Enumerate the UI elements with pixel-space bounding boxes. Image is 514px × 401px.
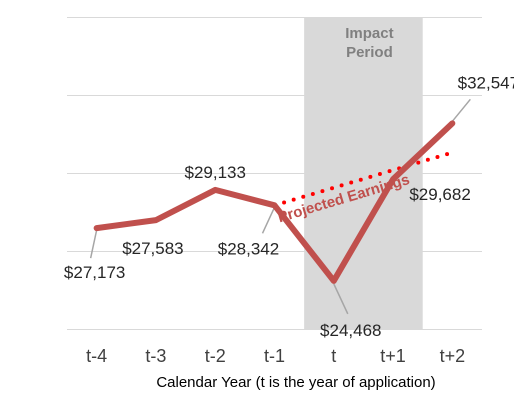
earnings-series — [93, 120, 456, 284]
data-label: $27,583 — [122, 239, 183, 258]
data-point — [450, 121, 454, 125]
projected-earnings-line — [272, 150, 455, 208]
data-label-leader — [261, 207, 276, 234]
x-tick-labels: t-4 t-3 t-2 t-1 t t+1 t+2 — [86, 346, 465, 366]
x-axis-title: Calendar Year (t is the year of applicat… — [156, 374, 435, 391]
data-label: $29,133 — [184, 163, 245, 182]
data-point — [332, 279, 336, 283]
x-tick-label: t+1 — [380, 346, 406, 366]
impact-period-label-line: Period — [346, 44, 393, 61]
data-label: $24,468 — [320, 321, 381, 340]
x-tick-label: t+2 — [440, 346, 466, 366]
x-tick-label: t-1 — [264, 346, 285, 366]
x-tick-label: t-4 — [86, 346, 107, 366]
x-tick-label: t-3 — [145, 346, 166, 366]
impact-period-label-line: Impact — [345, 25, 393, 42]
data-point — [213, 188, 217, 192]
data-point — [95, 226, 99, 230]
data-label: $27,173 — [64, 263, 125, 282]
data-label: $29,682 — [409, 185, 470, 204]
label-leaders — [89, 98, 471, 315]
data-label: $32,547 — [458, 73, 514, 92]
data-point — [273, 203, 276, 207]
data-label-leader — [451, 98, 471, 122]
data-label-leader — [89, 229, 98, 259]
data-label-leader — [333, 283, 349, 315]
data-point — [391, 177, 395, 181]
gridlines — [67, 17, 482, 330]
data-point — [154, 218, 158, 222]
data-label: $28,342 — [218, 239, 279, 258]
x-tick-label: t-2 — [205, 346, 226, 366]
x-tick-label: t — [331, 346, 336, 366]
data-labels: $27,173 $27,583 $29,133 $28,342 $24,468 $29,6… — [64, 73, 514, 340]
